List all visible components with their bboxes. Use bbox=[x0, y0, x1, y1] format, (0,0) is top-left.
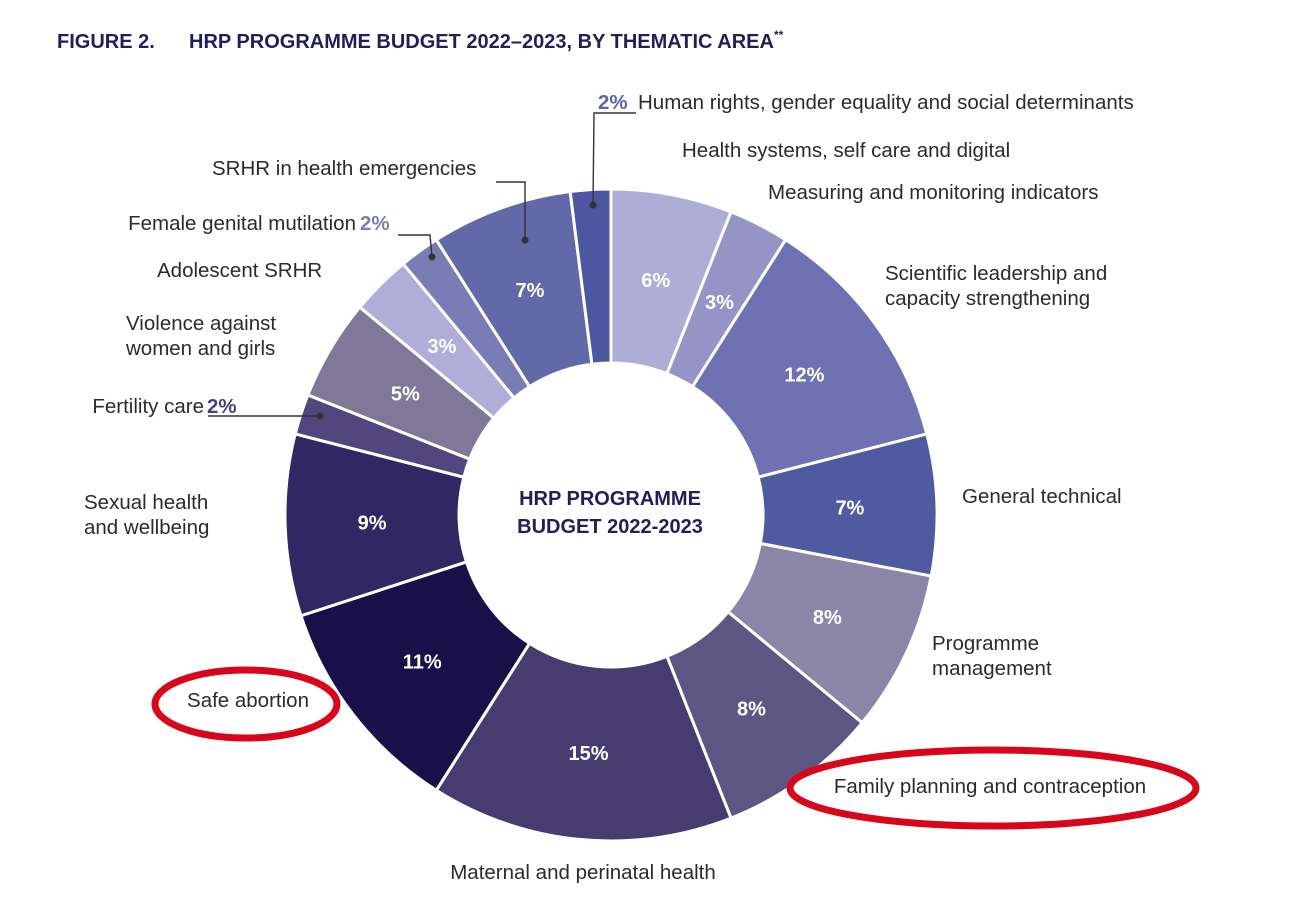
highlight-ring-family-planning bbox=[786, 746, 1200, 830]
leader-dot-human-rights bbox=[589, 201, 597, 209]
leader-dot-srhr-emergencies bbox=[521, 236, 529, 244]
value-label-adolescent-srhr: 3% bbox=[428, 336, 457, 358]
value-label-family-planning-and-contraception: 8% bbox=[737, 698, 766, 720]
highlight-ring-safe-abortion bbox=[151, 666, 341, 742]
category-labels: 2% Human rights, gender equality and soc… bbox=[84, 91, 1200, 884]
label-violence: Violence against women and girls bbox=[125, 312, 282, 360]
leader-line-human-rights bbox=[592, 112, 636, 206]
value-label-scientific-leadership-and-capacity-strengthening: 12% bbox=[784, 365, 824, 387]
label-adolescent-srhr: Adolescent SRHR bbox=[157, 259, 322, 282]
figure-label: FIGURE 2. bbox=[57, 31, 155, 53]
donut-slices bbox=[283, 187, 939, 843]
value-label-health-systems-self-care-and-digital: 6% bbox=[641, 270, 670, 292]
label-human-rights: Human rights, gender equality and social… bbox=[638, 91, 1134, 114]
leader-dot-fertility bbox=[316, 412, 324, 420]
label-srhr-emergencies: SRHR in health emergencies bbox=[212, 157, 476, 180]
label-fertility-care: Fertility care bbox=[92, 395, 204, 418]
label-scientific-leadership: Scientific leadership and capacity stren… bbox=[885, 262, 1113, 310]
value-label-programme-management: 8% bbox=[813, 607, 842, 629]
leader-line-fgm bbox=[398, 234, 433, 258]
value-label-violence-against-women-and-girls: 5% bbox=[391, 383, 420, 405]
label-fgm: Female genital mutilation bbox=[128, 212, 356, 235]
value-label-sexual-health-and-wellbeing: 9% bbox=[358, 513, 387, 535]
leader-lines bbox=[208, 112, 636, 420]
value-label-fertility-care: 2% bbox=[207, 395, 237, 418]
value-label-safe-abortion: 11% bbox=[403, 652, 442, 674]
value-label-human-rights: 2% bbox=[598, 91, 628, 114]
value-label-general-technical: 7% bbox=[835, 498, 864, 520]
label-safe-abortion: Safe abortion bbox=[187, 689, 309, 712]
slice-human-rights-gender-equality-and-social-determinants bbox=[568, 187, 613, 366]
center-label-line-2: BUDGET 2022-2023 bbox=[517, 516, 703, 538]
figure-title: HRP PROGRAMME BUDGET 2022–2023, BY THEMA… bbox=[189, 28, 784, 53]
value-label-fgm: 2% bbox=[360, 212, 390, 235]
label-programme-management: Programme management bbox=[932, 632, 1052, 680]
label-general-technical: General technical bbox=[962, 485, 1122, 508]
label-health-systems: Health systems, self care and digital bbox=[682, 139, 1010, 162]
value-label-maternal-and-perinatal-health: 15% bbox=[568, 743, 608, 765]
slice-scientific-leadership-and-capacity-strengthening bbox=[690, 237, 929, 480]
leader-dot-fgm bbox=[428, 253, 436, 261]
slice-maternal-and-perinatal-health bbox=[434, 641, 733, 843]
label-maternal-health: Maternal and perinatal health bbox=[450, 861, 716, 884]
leader-line-srhr-emergencies bbox=[496, 181, 526, 240]
label-sexual-health: Sexual health and wellbeing bbox=[84, 491, 214, 539]
value-label-srhr-in-health-emergencies: 7% bbox=[516, 280, 545, 302]
slice-value-labels: 6% 3% 12% 7% 8% 8% 15% 11% 9% 5% 3% 7% bbox=[358, 270, 865, 765]
label-family-planning: Family planning and contraception bbox=[834, 775, 1146, 798]
label-measuring-indicators: Measuring and monitoring indicators bbox=[768, 181, 1098, 204]
center-label-line-1: HRP PROGRAMME bbox=[519, 488, 701, 510]
value-label-measuring-and-monitoring-indicators: 3% bbox=[705, 292, 734, 314]
